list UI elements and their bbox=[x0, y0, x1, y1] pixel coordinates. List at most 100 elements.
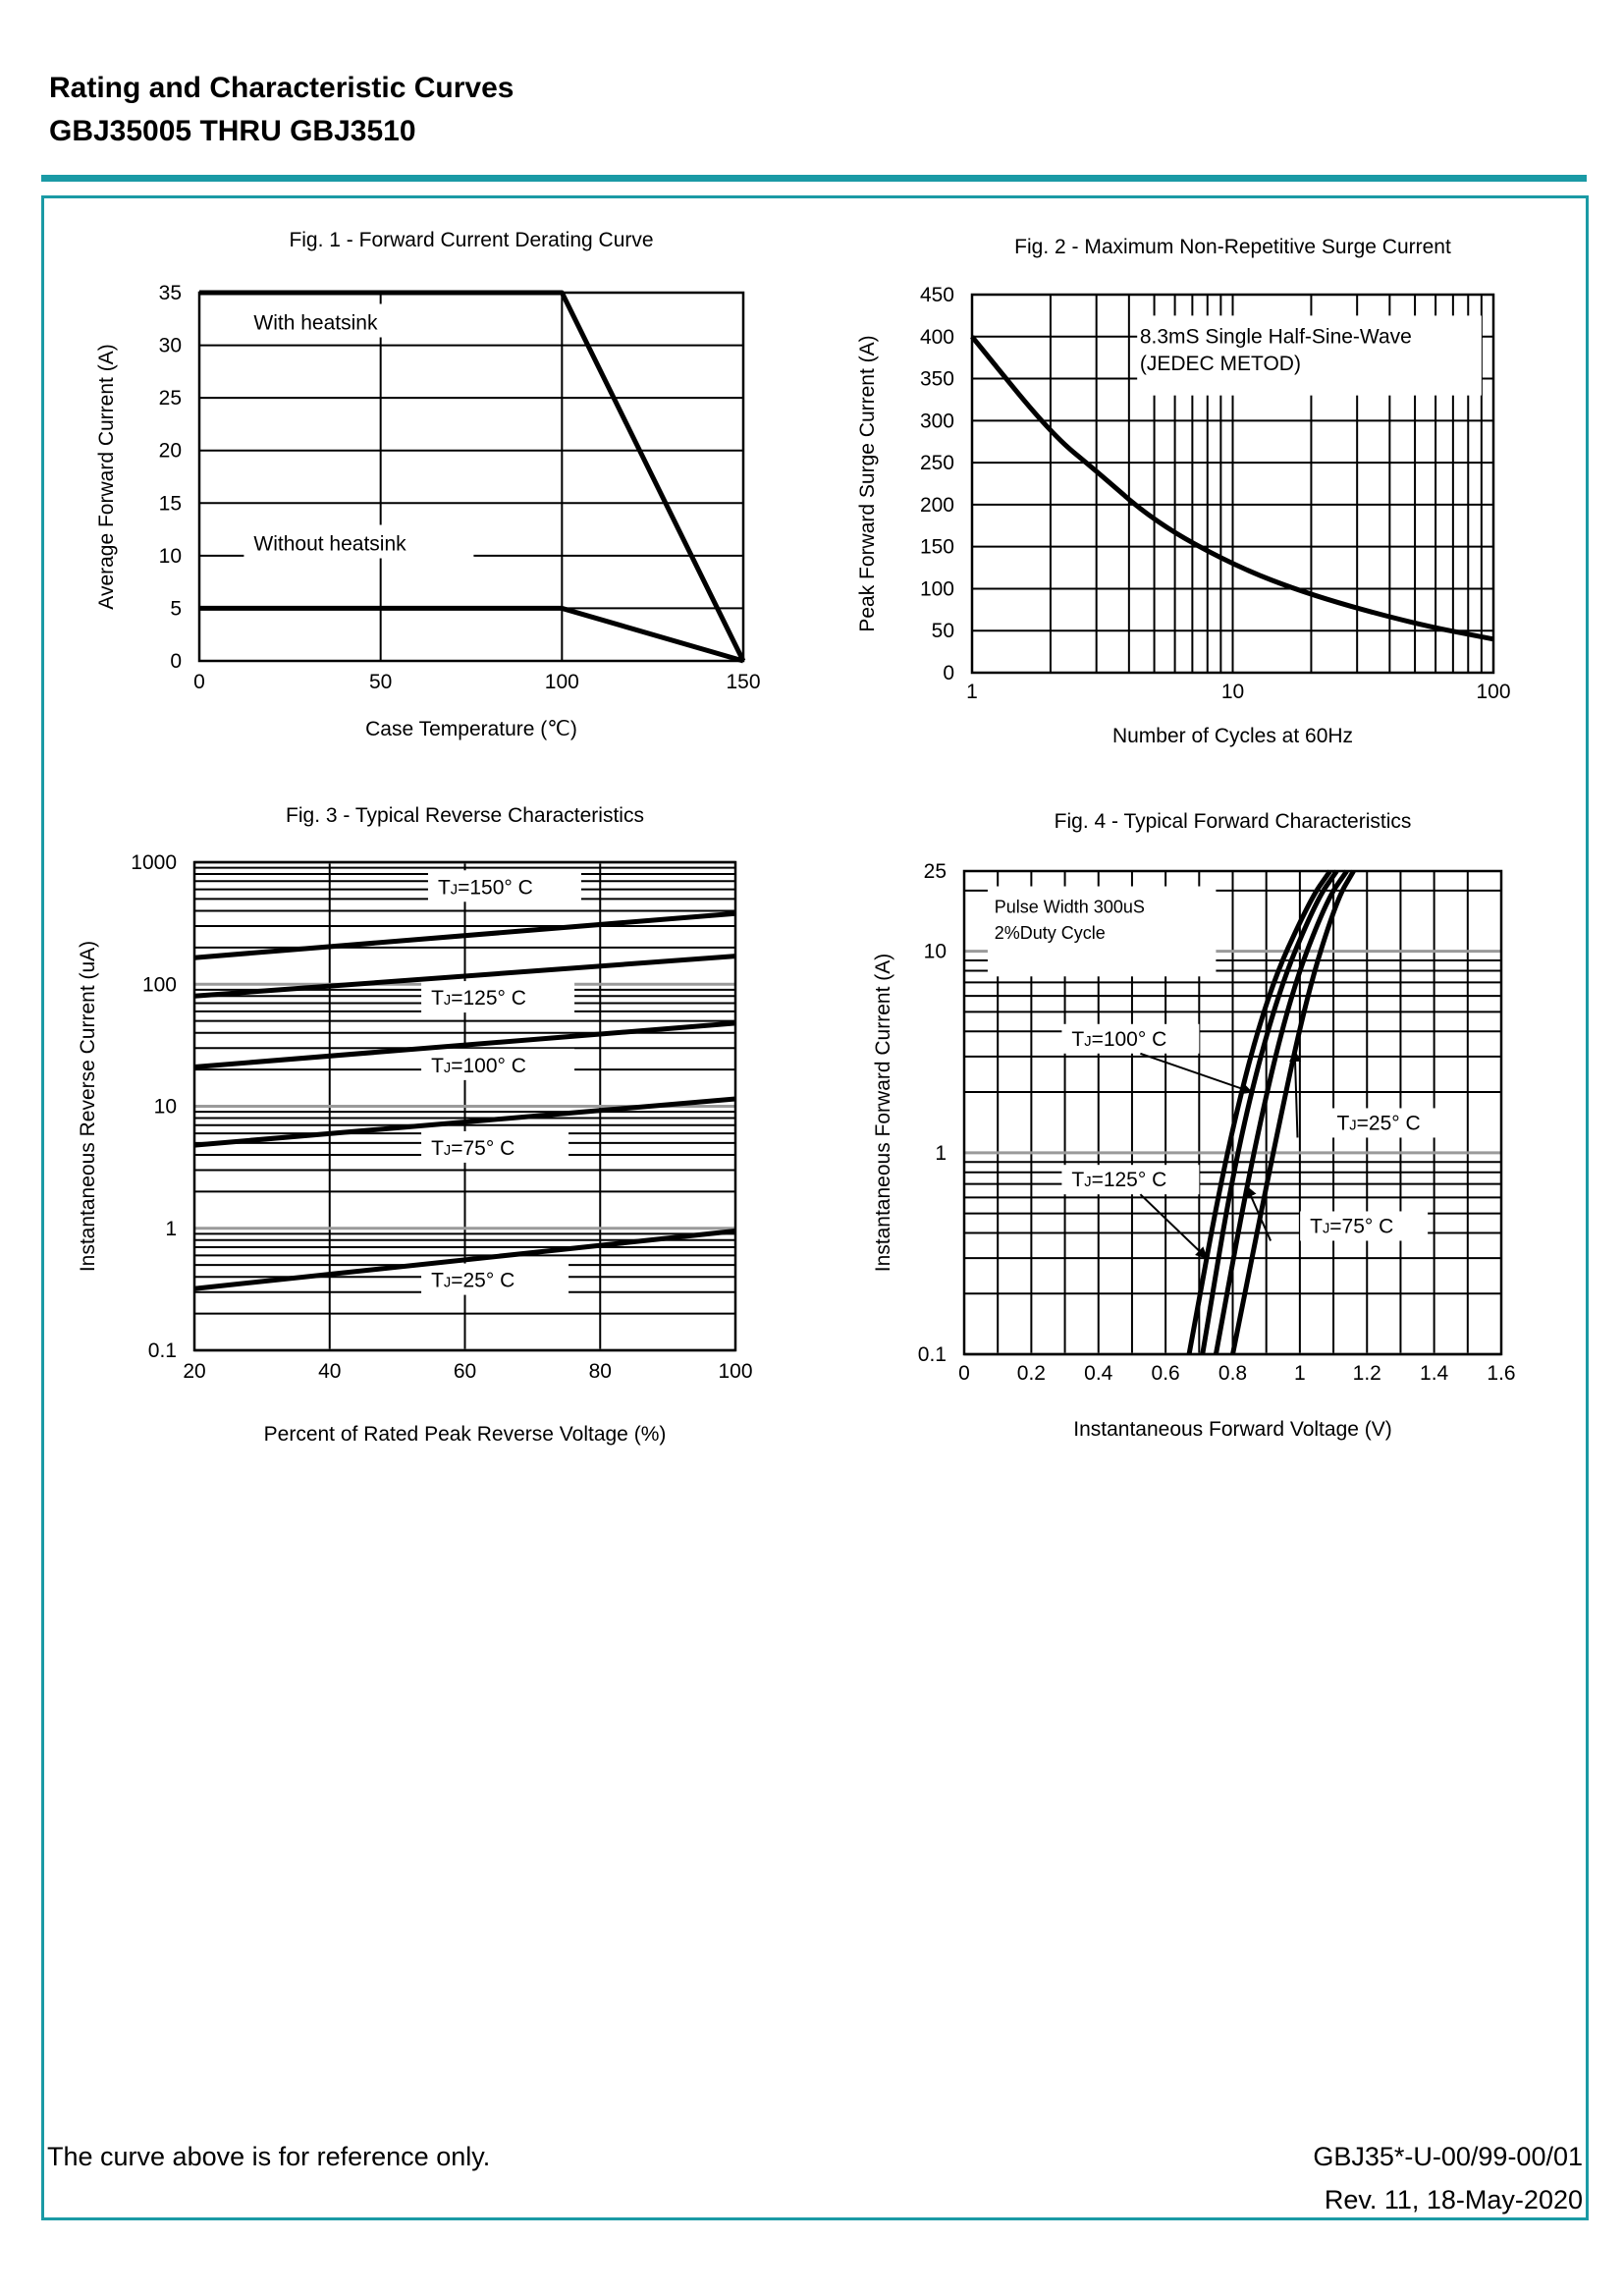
fig4-pointer-arrow bbox=[1245, 1185, 1272, 1241]
fig4-annotation: TJ=100° C bbox=[1071, 1028, 1166, 1051]
fig4-series-3 bbox=[1213, 869, 1349, 1355]
fig1-label-box bbox=[244, 303, 451, 338]
fig4-annotation: TJ=75° C bbox=[1310, 1215, 1393, 1237]
fig3-xtick-label: 60 bbox=[454, 1360, 476, 1383]
fig1-series-2 bbox=[199, 605, 744, 664]
fig1-annotation: With heatsink bbox=[253, 312, 378, 335]
fig4-label-box bbox=[1300, 1211, 1429, 1241]
fig4-ylabel: Instantaneous Forward Current (A) bbox=[872, 954, 894, 1272]
fig3-annotation: TJ=75° C bbox=[431, 1137, 514, 1160]
fig2-title: Fig. 2 - Maximum Non-Repetitive Surge Cu… bbox=[1014, 236, 1451, 258]
fig2-ytick-label: 0 bbox=[943, 662, 954, 684]
fig1-series-1 bbox=[199, 290, 746, 663]
document-code: GBJ35*-U-00/99-00/01 bbox=[1313, 2142, 1583, 2171]
fig2-ytick-label: 50 bbox=[932, 620, 954, 642]
fig4-pointer-arrow bbox=[1139, 1193, 1208, 1259]
fig4-series-2 bbox=[1200, 869, 1339, 1355]
fig4-pointer-arrow bbox=[1289, 1049, 1302, 1138]
fig3-ytick-label: 100 bbox=[142, 973, 177, 996]
fig3-ytick-label: 1 bbox=[165, 1218, 177, 1240]
fig4-xtick-label: 1.2 bbox=[1353, 1362, 1381, 1385]
fig4-ytick-label: 25 bbox=[924, 860, 947, 883]
fig3-xtick-label: 100 bbox=[718, 1360, 752, 1383]
fig3-ytick-label: 0.1 bbox=[148, 1339, 177, 1362]
fig2-ytick-label: 100 bbox=[920, 577, 954, 600]
fig4-pointer-arrow bbox=[1140, 1052, 1253, 1095]
fig3-xlabel: Percent of Rated Peak Reverse Voltage (%… bbox=[264, 1423, 667, 1446]
fig3-ytick-label: 1000 bbox=[131, 851, 177, 874]
fig1-ytick-label: 20 bbox=[159, 440, 182, 463]
fig2-xlabel: Number of Cycles at 60Hz bbox=[1112, 725, 1353, 747]
fig2-xtick-label: 1 bbox=[966, 681, 978, 703]
revision-date: Rev. 11, 18-May-2020 bbox=[1324, 2185, 1583, 2214]
fig4-xtick-label: 0.4 bbox=[1084, 1362, 1113, 1385]
fig4-ytick-label: 1 bbox=[935, 1142, 947, 1165]
fig2-series-1 bbox=[970, 335, 1494, 642]
fig1-ytick-label: 5 bbox=[170, 597, 182, 620]
fig2-ytick-label: 300 bbox=[920, 410, 954, 432]
fig3-xtick-label: 40 bbox=[318, 1360, 341, 1383]
fig1-ytick-label: 30 bbox=[159, 335, 182, 357]
page-subtitle: GBJ35005 THRU GBJ3510 bbox=[49, 115, 416, 147]
fig3-series-2 bbox=[193, 954, 736, 999]
fig1-ytick-label: 35 bbox=[159, 282, 182, 304]
fig4-xtick-label: 0.8 bbox=[1218, 1362, 1247, 1385]
fig4-annotation: TJ=125° C bbox=[1071, 1169, 1166, 1191]
fig2-ytick-label: 400 bbox=[920, 326, 954, 349]
fig2-plot-frame bbox=[970, 293, 1495, 675]
fig1-xtick-label: 150 bbox=[726, 671, 760, 693]
fig3-annotation: TJ=125° C bbox=[431, 987, 526, 1010]
fig2-ytick-label: 350 bbox=[920, 368, 954, 391]
page-frame bbox=[41, 195, 1589, 2220]
fig2-ytick-label: 150 bbox=[920, 536, 954, 559]
fig3-title: Fig. 3 - Typical Reverse Characteristics bbox=[286, 804, 644, 827]
fig3-label-box bbox=[421, 981, 575, 1013]
fig1-xtick-label: 0 bbox=[193, 671, 205, 693]
fig1-xlabel: Case Temperature (℃) bbox=[365, 718, 577, 740]
fig4-annotation: 2%Duty Cycle bbox=[995, 923, 1106, 943]
fig1-ytick-label: 15 bbox=[159, 492, 182, 515]
fig3-annotation: TJ=25° C bbox=[431, 1270, 514, 1292]
fig1-annotation: Without heatsink bbox=[253, 533, 406, 556]
fig3-annotation: TJ=150° C bbox=[438, 876, 533, 899]
page-title: Rating and Characteristic Curves bbox=[49, 72, 514, 104]
fig4-label-box bbox=[1061, 1165, 1200, 1195]
fig3-ytick-label: 10 bbox=[154, 1096, 177, 1119]
fig4-annotation: TJ=25° C bbox=[1336, 1112, 1420, 1134]
fig3-series-1 bbox=[193, 910, 736, 960]
fig4-series-1 bbox=[1186, 869, 1332, 1355]
fig1-title: Fig. 1 - Forward Current Derating Curve bbox=[289, 229, 653, 251]
footer-note: The curve above is for reference only. bbox=[47, 2142, 491, 2171]
fig3-plot-frame bbox=[192, 860, 737, 1352]
fig2-ylabel: Peak Forward Surge Current (A) bbox=[856, 335, 879, 631]
fig3-label-box bbox=[421, 1263, 569, 1295]
fig4-ytick-label: 10 bbox=[924, 941, 947, 963]
fig4-xtick-label: 0.6 bbox=[1152, 1362, 1180, 1385]
fig4-xtick-label: 1.4 bbox=[1420, 1362, 1449, 1385]
fig4-annotation: Pulse Width 300uS bbox=[995, 898, 1145, 917]
fig2-xtick-label: 10 bbox=[1221, 681, 1244, 703]
fig3-series-4 bbox=[193, 1096, 736, 1148]
fig1-ytick-label: 25 bbox=[159, 387, 182, 410]
fig4-series-4 bbox=[1230, 869, 1356, 1355]
fig4-xtick-label: 0 bbox=[958, 1362, 970, 1385]
fig3-label-box bbox=[427, 870, 581, 902]
fig2-ytick-label: 450 bbox=[920, 284, 954, 306]
fig1-label-box bbox=[244, 524, 474, 559]
fig1-xtick-label: 100 bbox=[545, 671, 579, 693]
fig4-label-box bbox=[987, 886, 1217, 977]
fig2-ytick-label: 200 bbox=[920, 494, 954, 517]
fig2-annotation: 8.3mS Single Half-Sine-Wave bbox=[1140, 326, 1412, 349]
fig3-series-5 bbox=[193, 1229, 736, 1291]
fig3-series-3 bbox=[193, 1020, 736, 1069]
fig4-xtick-label: 1.6 bbox=[1487, 1362, 1515, 1385]
fig4-ytick-label: 0.1 bbox=[918, 1343, 947, 1366]
fig4-xlabel: Instantaneous Forward Voltage (V) bbox=[1073, 1418, 1392, 1441]
fig2-label-box bbox=[1137, 315, 1482, 396]
fig4-xtick-label: 1 bbox=[1294, 1362, 1306, 1385]
fig3-xtick-label: 80 bbox=[589, 1360, 612, 1383]
